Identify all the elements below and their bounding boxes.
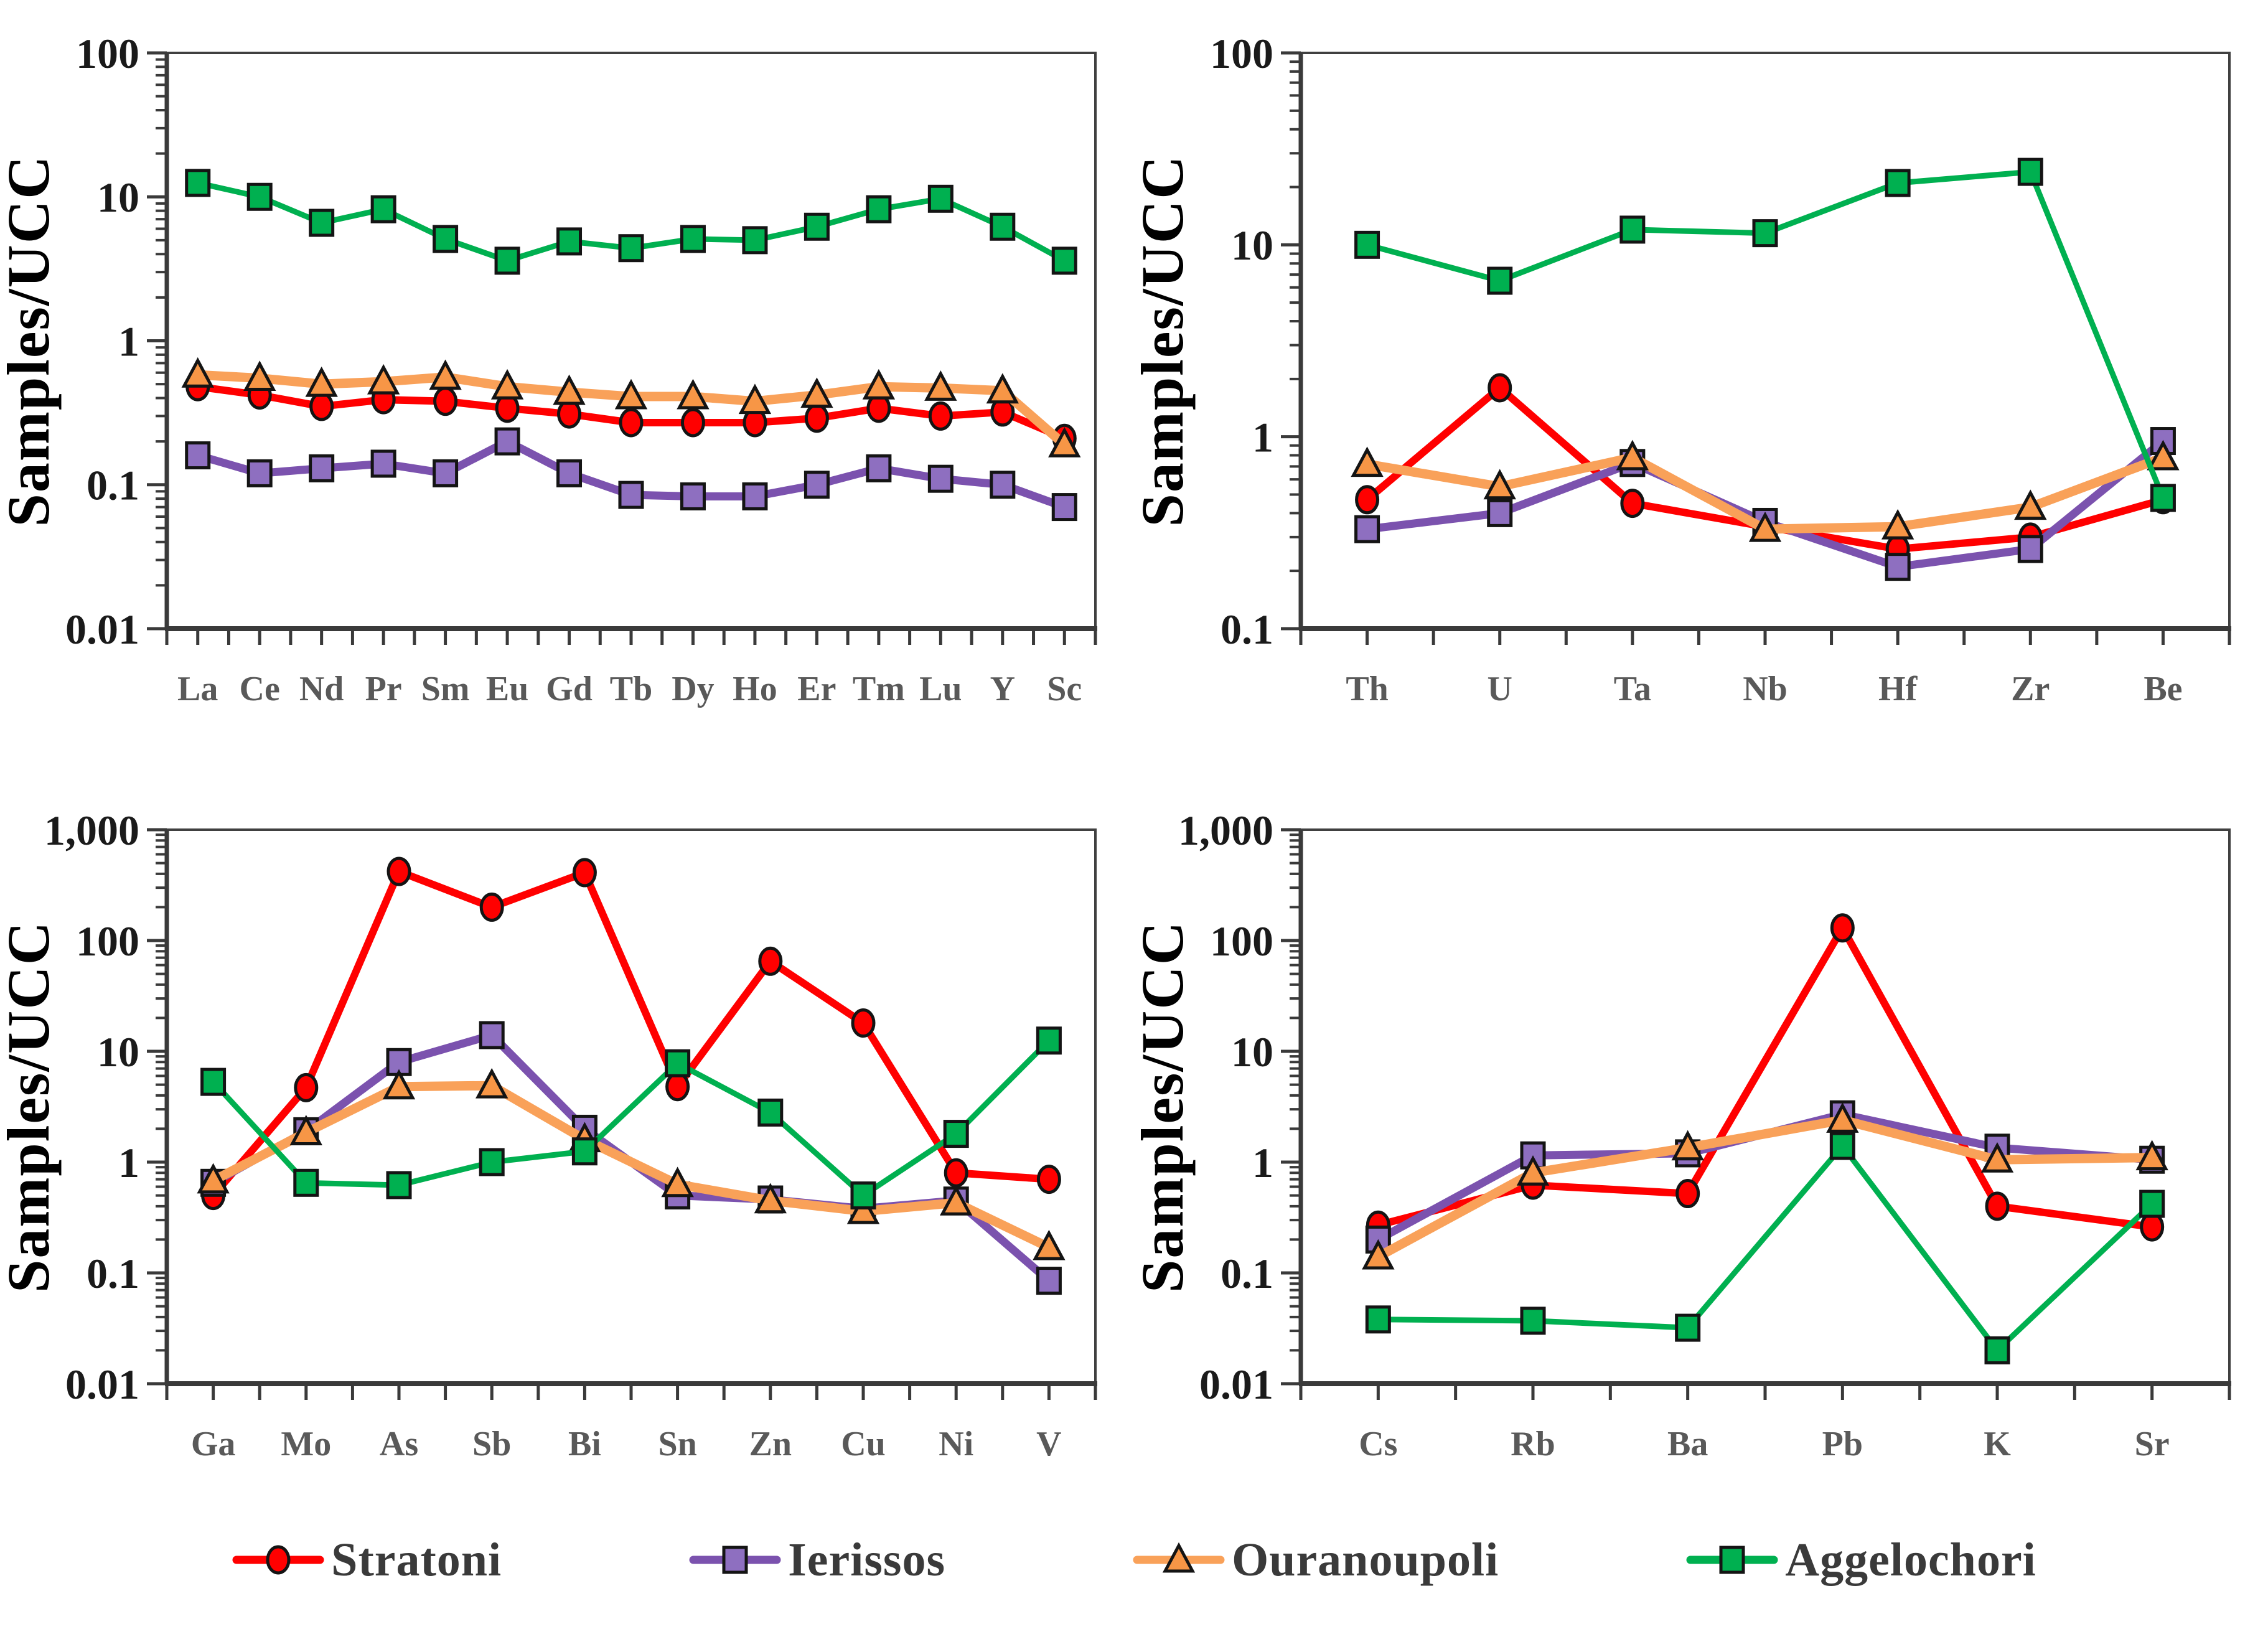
svg-text:Nd: Nd bbox=[299, 670, 344, 708]
svg-text:100: 100 bbox=[1210, 30, 1273, 77]
svg-text:100: 100 bbox=[76, 917, 139, 965]
svg-text:1: 1 bbox=[1252, 1139, 1273, 1186]
svg-text:1: 1 bbox=[1252, 413, 1273, 461]
legend-label-aggelochori: Aggelochori bbox=[1785, 1533, 2036, 1586]
chart-ree-panel: 0.01 0.1 1 10 100 La Ce Nd Pr Sm Eu Gd Tb Dy Ho Er Tm Lu Y… bbox=[0, 30, 1097, 708]
svg-text:1: 1 bbox=[118, 1139, 139, 1186]
svg-text:Zn: Zn bbox=[749, 1425, 792, 1463]
svg-text:100: 100 bbox=[1210, 917, 1273, 965]
svg-text:Nb: Nb bbox=[1743, 670, 1788, 708]
svg-text:10: 10 bbox=[97, 1028, 139, 1076]
aggelochori-square-marker-icon bbox=[1686, 1546, 1778, 1574]
svg-text:K: K bbox=[1984, 1425, 2011, 1463]
svg-text:V: V bbox=[1036, 1425, 1061, 1463]
svg-text:Ho: Ho bbox=[733, 670, 777, 708]
svg-text:Sm: Sm bbox=[421, 670, 470, 708]
ouranoupoli-triangle-marker-icon bbox=[1133, 1542, 1225, 1573]
ierissos-square-marker-icon bbox=[689, 1546, 781, 1574]
svg-text:Eu: Eu bbox=[486, 670, 529, 708]
svg-text:Tb: Tb bbox=[610, 670, 653, 708]
chart-hfse-panel: 0.1 1 10 100 Th U Ta Nb Hf Zr Be Samples/UCC bbox=[1134, 30, 2231, 708]
svg-text:0.01: 0.01 bbox=[1199, 1361, 1273, 1408]
legend-label-ierissos: Ierissos bbox=[788, 1533, 946, 1586]
svg-text:10: 10 bbox=[1231, 1028, 1273, 1076]
svg-text:0.1: 0.1 bbox=[87, 1250, 139, 1297]
svg-text:0.01: 0.01 bbox=[65, 606, 139, 653]
svg-text:Samples/UCC: Samples/UCC bbox=[1134, 154, 1196, 527]
svg-text:Be: Be bbox=[2144, 670, 2182, 708]
svg-text:Mo: Mo bbox=[281, 1425, 331, 1463]
svg-text:Sb: Sb bbox=[472, 1425, 511, 1463]
svg-text:Y: Y bbox=[990, 670, 1015, 708]
legend: Stratoni Ierissos Ouranoupoli Aggelochor… bbox=[0, 1473, 2268, 1647]
svg-text:Pb: Pb bbox=[1822, 1425, 1863, 1463]
svg-text:0.1: 0.1 bbox=[1221, 1250, 1273, 1297]
svg-text:Ce: Ce bbox=[240, 670, 280, 708]
svg-text:As: As bbox=[380, 1425, 418, 1463]
svg-text:0.1: 0.1 bbox=[1221, 606, 1273, 653]
svg-text:Cu: Cu bbox=[841, 1425, 886, 1463]
svg-text:Sr: Sr bbox=[2135, 1425, 2170, 1463]
svg-text:Lu: Lu bbox=[919, 670, 962, 708]
svg-text:Cs: Cs bbox=[1359, 1425, 1397, 1463]
svg-text:Er: Er bbox=[797, 670, 836, 708]
legend-label-ouranoupoli: Ouranoupoli bbox=[1232, 1533, 1499, 1586]
chart-chalcophile-panel: 0.01 0.1 1 10 100 1,000 Ga Mo As Sb Bi Sn Zn Cu Ni V Sam… bbox=[0, 807, 1097, 1463]
svg-text:Sc: Sc bbox=[1047, 670, 1082, 708]
svg-text:U: U bbox=[1487, 670, 1512, 708]
svg-text:10: 10 bbox=[1231, 222, 1273, 269]
svg-text:Tm: Tm bbox=[853, 670, 905, 708]
svg-text:Ba: Ba bbox=[1667, 1425, 1708, 1463]
stratoni-circle-marker-icon bbox=[232, 1545, 324, 1575]
legend-item-stratoni: Stratoni bbox=[232, 1533, 502, 1587]
legend-item-ouranoupoli: Ouranoupoli bbox=[1132, 1533, 1499, 1587]
svg-text:Ni: Ni bbox=[939, 1425, 973, 1463]
svg-text:0.1: 0.1 bbox=[87, 462, 139, 509]
svg-text:Ta: Ta bbox=[1614, 670, 1651, 708]
svg-text:Ga: Ga bbox=[191, 1425, 236, 1463]
svg-text:Samples/UCC: Samples/UCC bbox=[0, 921, 62, 1293]
svg-text:Zr: Zr bbox=[2011, 670, 2050, 708]
svg-text:Sn: Sn bbox=[658, 1425, 696, 1463]
svg-text:100: 100 bbox=[76, 30, 139, 77]
svg-text:1,000: 1,000 bbox=[1178, 807, 1273, 854]
svg-text:Samples/UCC: Samples/UCC bbox=[0, 154, 62, 527]
svg-text:1: 1 bbox=[118, 317, 139, 365]
svg-text:Gd: Gd bbox=[546, 670, 593, 708]
svg-text:1,000: 1,000 bbox=[44, 807, 139, 854]
svg-text:Bi: Bi bbox=[568, 1425, 601, 1463]
svg-text:Samples/UCC: Samples/UCC bbox=[1134, 921, 1196, 1293]
svg-text:Pr: Pr bbox=[365, 670, 402, 708]
svg-text:Th: Th bbox=[1346, 670, 1389, 708]
svg-text:Hf: Hf bbox=[1878, 670, 1918, 708]
chart-lile-panel: 0.01 0.1 1 10 100 1,000 Cs Rb Ba Pb K Sr Samples/UCC bbox=[1134, 807, 2231, 1463]
svg-text:0.01: 0.01 bbox=[65, 1361, 139, 1408]
svg-text:Dy: Dy bbox=[672, 670, 714, 708]
svg-text:La: La bbox=[177, 670, 218, 708]
svg-text:10: 10 bbox=[97, 174, 139, 221]
legend-label-stratoni: Stratoni bbox=[331, 1533, 502, 1586]
svg-text:Rb: Rb bbox=[1511, 1425, 1555, 1463]
legend-item-ierissos: Ierissos bbox=[688, 1533, 945, 1587]
legend-item-aggelochori: Aggelochori bbox=[1685, 1533, 2036, 1587]
